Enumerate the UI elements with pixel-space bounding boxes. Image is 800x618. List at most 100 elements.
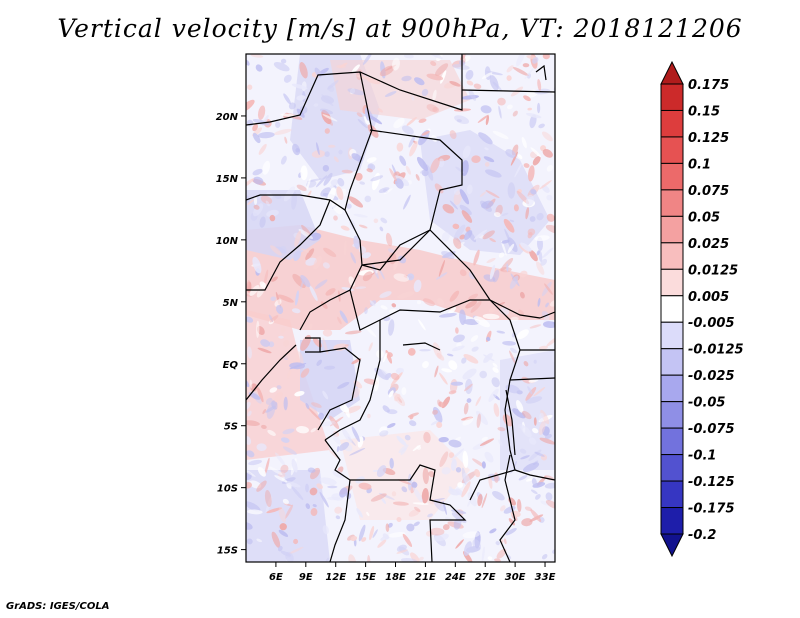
field-speckle — [510, 151, 519, 166]
colorbar-label: -0.005 — [688, 316, 735, 331]
field-speckle — [357, 118, 368, 129]
field-speckle — [448, 486, 454, 492]
field-speckle — [519, 291, 525, 299]
field-speckle — [453, 188, 461, 196]
field-speckle — [435, 272, 448, 280]
field-speckle — [452, 223, 460, 230]
border-gabon — [317, 347, 361, 431]
field-speckle — [329, 415, 340, 430]
field-speckle — [462, 417, 474, 426]
field-speckle — [489, 264, 496, 280]
field-speckle — [405, 165, 411, 175]
field-speckle — [463, 383, 473, 392]
field-speckle — [519, 270, 528, 278]
field-speckle — [409, 414, 414, 420]
colorbar-label: -0.1 — [688, 449, 716, 464]
field-speckle — [532, 57, 539, 64]
field-speckle — [307, 178, 322, 182]
field-speckle — [467, 293, 479, 301]
field-speckle — [462, 531, 480, 539]
field-speckle — [501, 240, 507, 256]
field-speckle — [448, 360, 458, 370]
field-speckle — [525, 396, 543, 404]
field-speckle — [509, 219, 515, 223]
field-speckle — [477, 494, 483, 507]
field-speckle — [528, 449, 542, 462]
colorbar-box — [660, 242, 684, 270]
field-speckle — [282, 446, 297, 455]
field-speckle — [442, 204, 455, 214]
field-speckle — [533, 387, 546, 397]
field-speckle — [504, 228, 512, 245]
field-speckle — [541, 281, 552, 297]
field-speckle — [542, 54, 550, 60]
field-speckle — [544, 482, 555, 489]
field-speckle — [261, 424, 267, 429]
field-speckle — [489, 528, 497, 534]
field-speckle — [440, 70, 447, 84]
field-speckle — [351, 153, 362, 162]
field-speckle — [271, 531, 281, 548]
field-speckle — [358, 224, 368, 229]
field-speckle — [451, 345, 465, 352]
field-speckle — [253, 204, 260, 210]
field-speckle — [410, 552, 420, 562]
field-speckle — [351, 64, 360, 73]
field-speckle — [438, 259, 445, 277]
coast-northeast — [535, 64, 547, 81]
field-speckle — [465, 69, 474, 80]
field-speckle — [492, 130, 509, 140]
field-speckle — [488, 308, 496, 313]
field-speckle — [320, 95, 335, 104]
field-speckle — [257, 466, 266, 477]
field-speckle — [343, 240, 347, 256]
field-speckle — [266, 507, 283, 514]
field-speckle — [495, 541, 500, 546]
field-speckle — [379, 291, 392, 299]
field-speckle — [320, 108, 333, 115]
field-speckle — [337, 381, 350, 389]
field-speckle — [537, 297, 541, 307]
colorbar-box — [660, 401, 684, 429]
field-speckle — [471, 346, 479, 352]
field-speckle — [389, 168, 397, 182]
field-speckle — [322, 262, 330, 269]
field-speckle — [402, 533, 413, 547]
field-speckle — [525, 386, 537, 401]
field-speckle — [541, 554, 548, 560]
colorbar-label: -0.125 — [688, 475, 735, 490]
field-speckle — [246, 472, 252, 481]
field-speckle — [434, 365, 439, 378]
x-tick-label: 15E — [355, 572, 376, 583]
lake-marks — [402, 342, 441, 351]
field-speckle — [387, 423, 396, 428]
field-speckle — [521, 518, 533, 527]
field-speckle — [292, 273, 306, 288]
field-speckle — [530, 189, 537, 195]
field-speckle — [529, 216, 536, 222]
field-speckle — [512, 408, 526, 419]
field-speckle — [482, 230, 495, 240]
field-speckle — [327, 496, 340, 501]
field-speckle — [370, 175, 384, 182]
field-speckle — [459, 189, 470, 205]
field-speckle — [415, 174, 420, 181]
field-speckle — [255, 320, 260, 338]
field-speckle — [319, 477, 337, 486]
colorbar-box — [660, 295, 684, 323]
x-tick-label: 24E — [445, 572, 466, 583]
field-speckle — [501, 212, 509, 217]
field-speckle — [323, 247, 337, 258]
field-speckle — [322, 329, 333, 337]
border-lake-victoria — [509, 377, 555, 381]
field-speckle — [305, 248, 315, 261]
field-speckle — [498, 105, 502, 119]
field-speckle — [525, 206, 530, 220]
field-speckle — [536, 261, 545, 275]
field-speckle — [328, 144, 336, 148]
colorbar-label: 0.125 — [688, 131, 729, 146]
field-speckle — [449, 80, 461, 87]
positive-region-congo-south — [340, 430, 470, 520]
field-speckle — [327, 119, 334, 126]
field-speckle — [246, 450, 255, 458]
